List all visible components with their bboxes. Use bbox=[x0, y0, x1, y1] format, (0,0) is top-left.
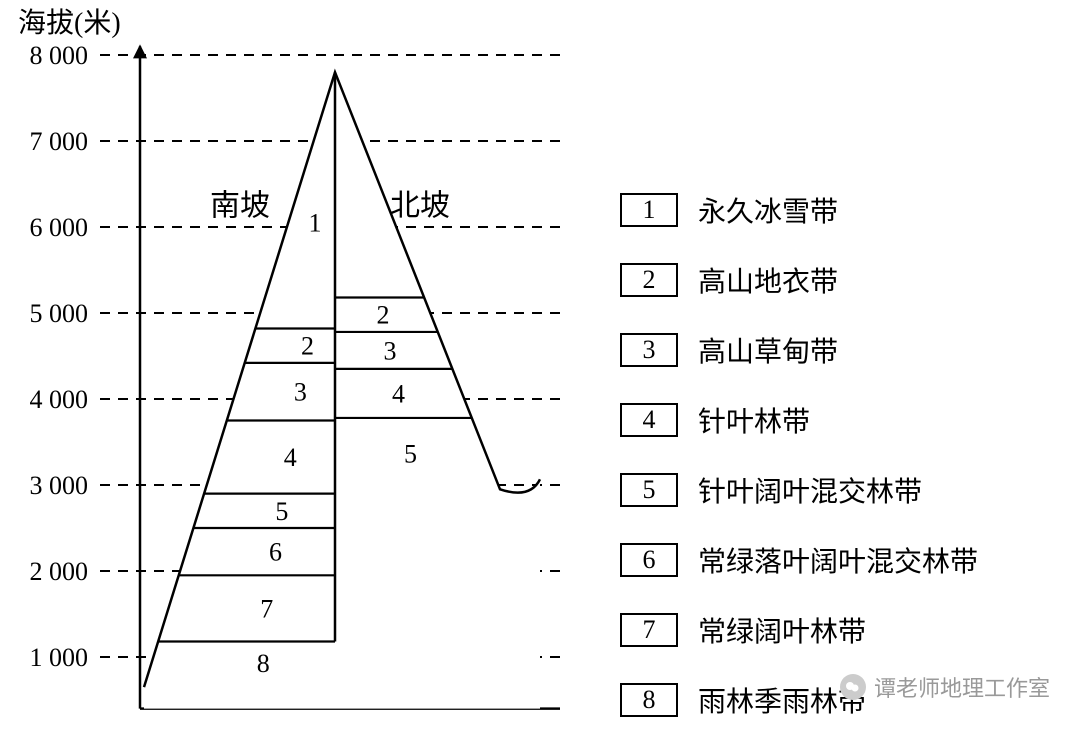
y-tick-label: 6 000 bbox=[30, 213, 89, 242]
legend-label: 高山地衣带 bbox=[698, 260, 838, 300]
y-axis-arrow bbox=[133, 44, 147, 58]
legend-item: 7 常绿阔叶林带 bbox=[620, 610, 1060, 650]
y-tick-label: 3 000 bbox=[30, 471, 89, 500]
legend-item: 2 高山地衣带 bbox=[620, 260, 1060, 300]
legend-number-box: 7 bbox=[620, 613, 678, 647]
south-slope-label: 南坡 bbox=[210, 190, 270, 223]
south-zone-number: 6 bbox=[269, 538, 282, 567]
legend-label: 常绿阔叶林带 bbox=[698, 610, 866, 650]
legend-label: 针叶林带 bbox=[698, 400, 810, 440]
legend-item: 3 高山草甸带 bbox=[620, 330, 1060, 370]
y-tick-label: 4 000 bbox=[30, 385, 89, 414]
y-tick-label: 8 000 bbox=[30, 41, 89, 70]
legend-item: 6 常绿落叶阔叶混交林带 bbox=[620, 540, 1060, 580]
legend-number-box: 6 bbox=[620, 543, 678, 577]
legend-item: 5 针叶阔叶混交林带 bbox=[620, 470, 1060, 510]
north-slope-label: 北坡 bbox=[390, 190, 450, 223]
legend-number-box: 1 bbox=[620, 193, 678, 227]
mountain-profile-chart: 海拔(米) 1 000 2 000 3 000 4 000 5 000 6 000 7 000… bbox=[0, 0, 600, 723]
chart-svg: 海拔(米) 1 000 2 000 3 000 4 000 5 000 6 000 7 000… bbox=[0, 0, 600, 723]
south-zone-number: 3 bbox=[294, 378, 307, 407]
y-tick-label: 5 000 bbox=[30, 299, 89, 328]
legend-number-box: 5 bbox=[620, 473, 678, 507]
legend-number-box: 8 bbox=[620, 683, 678, 717]
legend-label: 永久冰雪带 bbox=[698, 190, 838, 230]
mountain-mask bbox=[144, 72, 540, 708]
south-zone-number: 2 bbox=[301, 332, 314, 361]
legend-item: 4 针叶林带 bbox=[620, 400, 1060, 440]
y-tick-label: 1 000 bbox=[30, 643, 89, 672]
y-tick-label: 7 000 bbox=[30, 127, 89, 156]
watermark-text: 谭老师地理工作室 bbox=[874, 671, 1050, 703]
south-zone-number: 4 bbox=[284, 443, 297, 472]
north-zone-number: 3 bbox=[384, 336, 397, 365]
y-axis-title: 海拔(米) bbox=[18, 7, 121, 39]
legend-number-box: 2 bbox=[620, 263, 678, 297]
south-zone-number: 1 bbox=[309, 209, 322, 238]
north-zone-number: 2 bbox=[376, 301, 389, 330]
legend-item: 1 永久冰雪带 bbox=[620, 190, 1060, 230]
south-zone-number: 8 bbox=[257, 649, 270, 678]
legend-label: 针叶阔叶混交林带 bbox=[698, 470, 922, 510]
y-tick-label: 2 000 bbox=[30, 557, 89, 586]
legend-number-box: 3 bbox=[620, 333, 678, 367]
legend-number-box: 4 bbox=[620, 403, 678, 437]
legend: 1 永久冰雪带 2 高山地衣带 3 高山草甸带 4 针叶林带 5 针叶阔叶混交林带 6 常绿落叶阔叶混… bbox=[620, 190, 1060, 750]
legend-label: 高山草甸带 bbox=[698, 330, 838, 370]
north-zone-number: 4 bbox=[392, 379, 405, 408]
legend-label: 常绿落叶阔叶混交林带 bbox=[698, 540, 978, 580]
south-zone-number: 7 bbox=[260, 594, 273, 623]
south-zone-number: 5 bbox=[275, 497, 288, 526]
north-zone-number: 5 bbox=[404, 440, 417, 469]
wechat-icon bbox=[840, 674, 866, 700]
watermark: 谭老师地理工作室 bbox=[840, 671, 1050, 703]
